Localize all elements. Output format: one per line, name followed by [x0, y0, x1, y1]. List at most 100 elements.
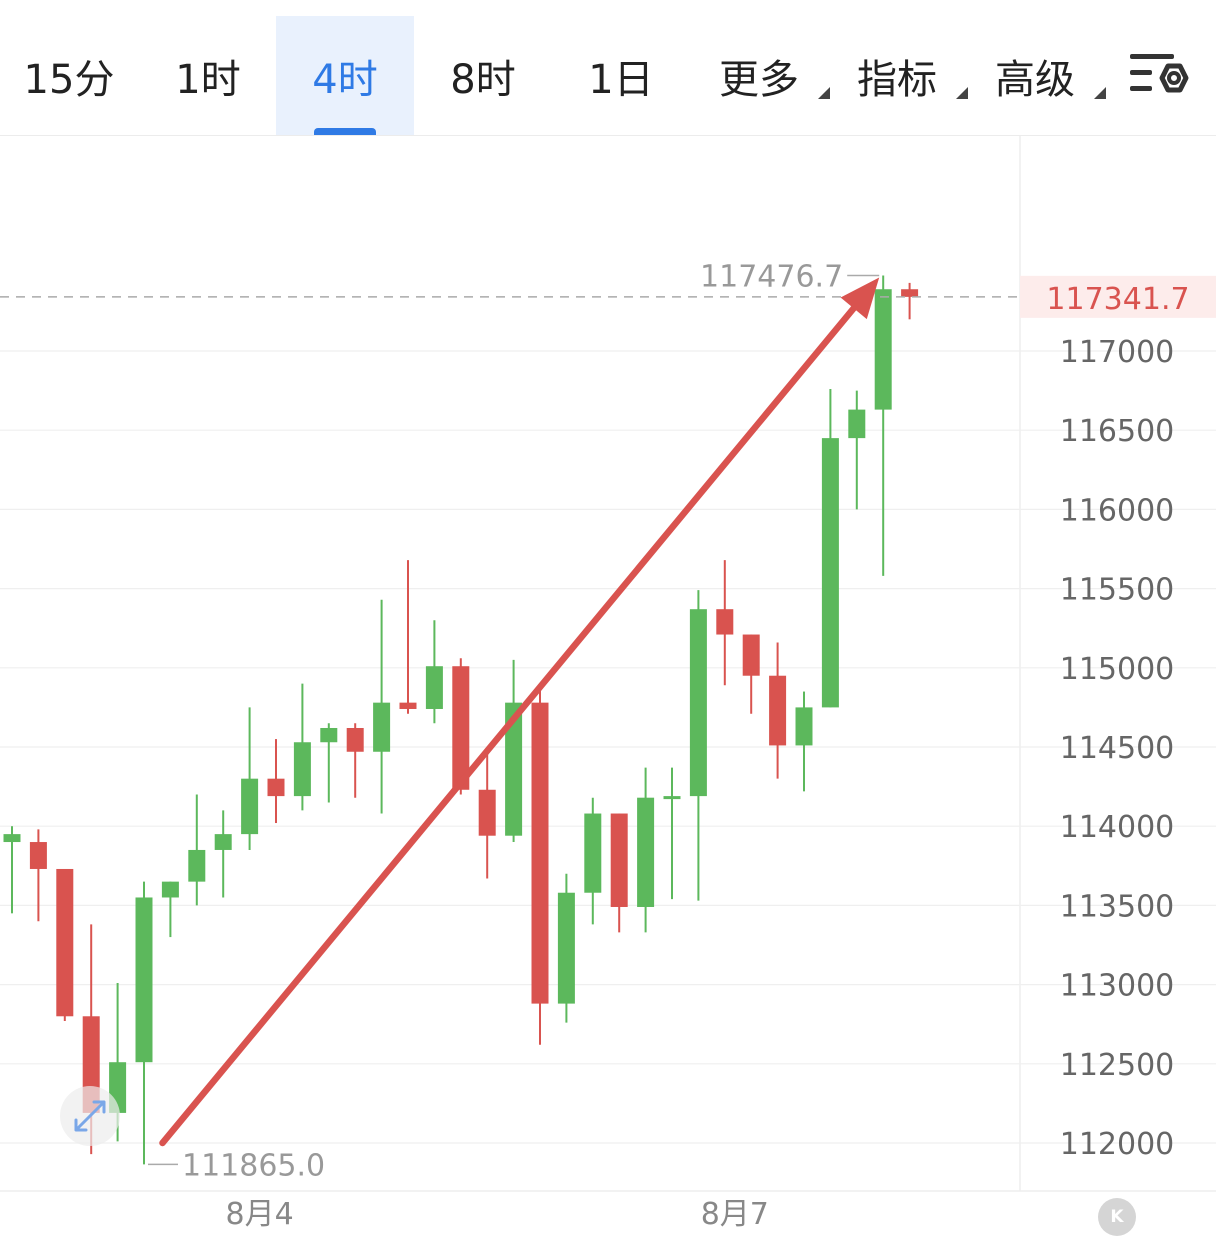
candle-body [795, 707, 813, 746]
candle [188, 794, 206, 906]
tab-2[interactable]: 4时 [276, 16, 414, 135]
candle [373, 599, 391, 814]
candlestick-chart[interactable]: 117000 116500 116000 115500 115000 114500 1140… [0, 136, 1216, 1232]
price-markers: 117341.7 117476.7 111865.0 [0, 259, 1216, 1183]
candle [29, 829, 47, 922]
y-tick-label: 115000 [1060, 652, 1175, 687]
candle-body [716, 609, 734, 635]
candle-body [373, 702, 391, 752]
candle-body [901, 289, 919, 297]
x-axis: 8月4 8月7 [226, 1197, 769, 1232]
candle-body [214, 834, 232, 850]
candle-body [267, 778, 285, 797]
y-axis: 117000 116500 116000 115500 115000 114500 1140… [1060, 335, 1175, 1162]
candle [452, 658, 470, 795]
dropdown-caret-icon [818, 87, 830, 99]
tab-6[interactable]: 指标 [828, 16, 968, 135]
candle-body [584, 813, 602, 893]
timeframe-toolbar: 15分 1时 4时 8时 1日 更多 指标 高级 [0, 0, 1216, 136]
candle [531, 688, 549, 1045]
y-tick-label: 113500 [1060, 889, 1175, 924]
candle-body [848, 409, 866, 439]
high-marker-label: 117476.7 [700, 259, 843, 294]
trend-arrow-shaft [159, 301, 860, 1147]
tab-0[interactable]: 15分 [0, 16, 138, 135]
y-tick-label: 114500 [1060, 731, 1175, 766]
candle [716, 560, 734, 686]
candle [821, 389, 839, 708]
candle-body [425, 666, 443, 709]
candle [557, 873, 575, 1023]
candle [293, 683, 311, 811]
tab-5[interactable]: 更多 [690, 16, 830, 135]
candle [161, 881, 179, 938]
tab-label: 1时 [175, 56, 241, 103]
candle [848, 390, 866, 510]
trend-arrow-head [840, 277, 880, 320]
candle [399, 560, 417, 714]
candle [320, 723, 338, 803]
candle [3, 826, 21, 914]
candle-body [241, 778, 259, 835]
tab-label: 高级 [995, 56, 1075, 103]
candle [346, 723, 364, 798]
tab-3[interactable]: 8时 [414, 16, 552, 135]
candle-body [821, 438, 839, 708]
tab-7[interactable]: 高级 [966, 16, 1106, 135]
y-tick-label: 116000 [1060, 493, 1175, 528]
candle-body [769, 675, 787, 746]
tab-label: 更多 [719, 56, 799, 103]
candle-body [346, 727, 364, 752]
candle [505, 659, 523, 843]
candle-body [742, 634, 760, 676]
y-tick-label: 115500 [1060, 573, 1175, 608]
k-logo-icon: K [1098, 1198, 1136, 1236]
candle [901, 282, 919, 320]
candle-body [135, 897, 153, 1063]
tab-4[interactable]: 1日 [552, 16, 690, 135]
settings-gear-icon[interactable] [1128, 48, 1190, 104]
candle [637, 767, 655, 933]
candle [584, 797, 602, 925]
candle-body [3, 834, 21, 843]
current-price-badge [1020, 275, 1216, 318]
candle [610, 813, 628, 933]
candle-body [874, 289, 892, 410]
candle-body [689, 609, 707, 797]
trend-arrow [159, 277, 880, 1147]
candle [135, 881, 153, 1165]
x-tick-label: 8月7 [701, 1197, 769, 1232]
candle [795, 691, 813, 792]
low-marker-label: 111865.0 [182, 1148, 325, 1183]
candle [214, 810, 232, 898]
tab-label: 指标 [857, 56, 937, 103]
candle [267, 739, 285, 824]
candle-body [56, 868, 74, 1017]
y-tick-label: 116500 [1060, 414, 1175, 449]
candle-body [637, 797, 655, 907]
candle-body [161, 881, 179, 898]
y-tick-label: 117000 [1060, 335, 1175, 370]
candle-body [188, 849, 206, 882]
fullscreen-expand-icon[interactable] [58, 1084, 122, 1148]
dropdown-caret-icon [1094, 87, 1106, 99]
candle-body [610, 813, 628, 907]
tab-1[interactable]: 1时 [140, 16, 276, 135]
tab-label: 8时 [450, 56, 516, 103]
candle-body [557, 892, 575, 1004]
candle [742, 634, 760, 714]
x-tick-label: 8月4 [226, 1197, 294, 1232]
candle [425, 620, 443, 724]
candle-body [29, 842, 47, 869]
y-tick-label: 114000 [1060, 810, 1175, 845]
candle-body [531, 702, 549, 1004]
candle [874, 275, 892, 576]
candle [689, 590, 707, 901]
candle [56, 868, 74, 1022]
dropdown-caret-icon [956, 87, 968, 99]
candle-body [663, 796, 681, 800]
candle-body [478, 789, 496, 836]
candle [663, 767, 681, 900]
tab-label: 15分 [23, 56, 115, 103]
candles [3, 275, 919, 1165]
